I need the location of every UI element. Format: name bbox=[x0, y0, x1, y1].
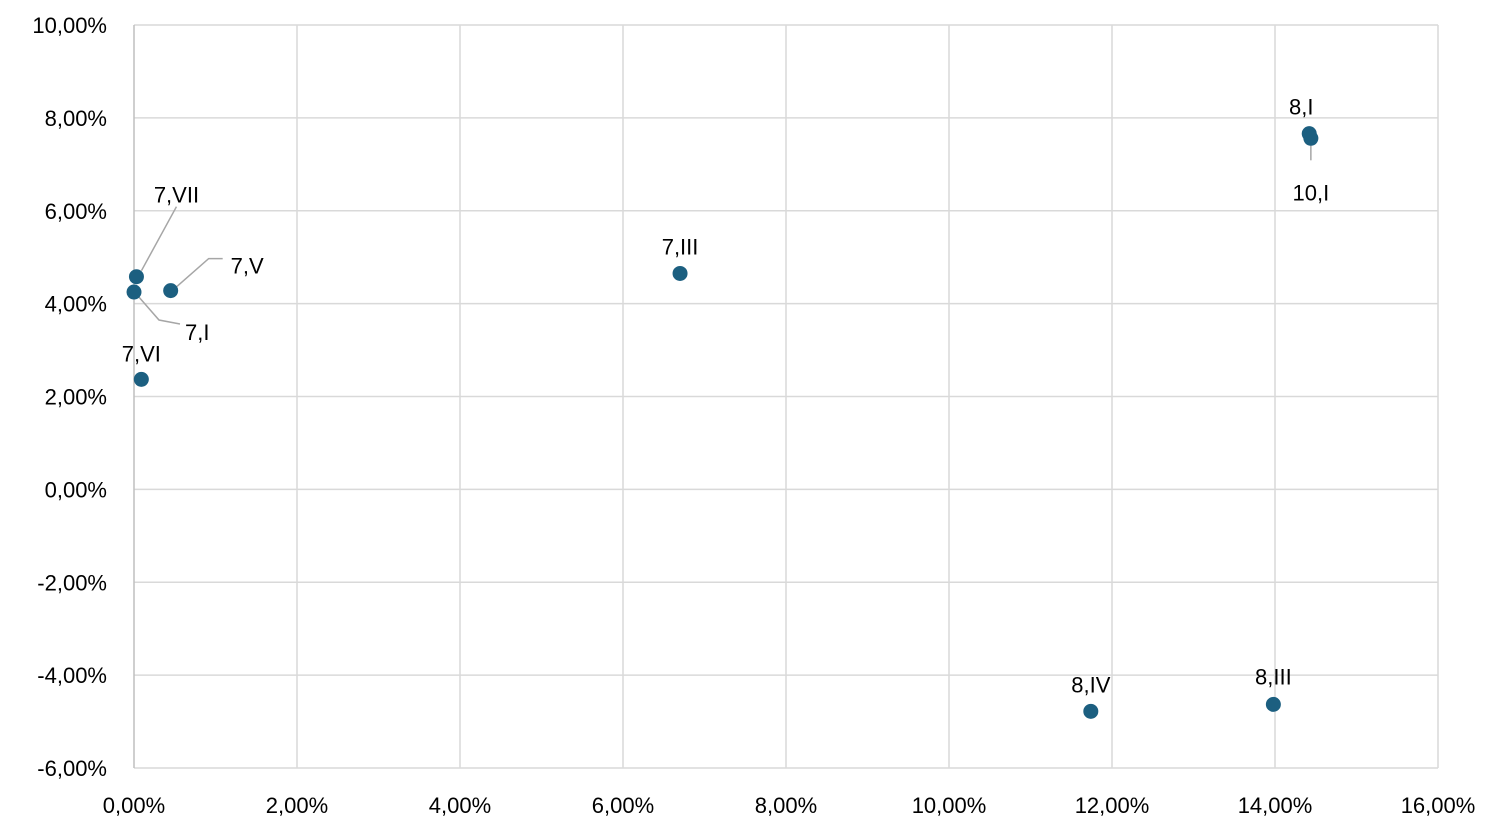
y-tick-label: 2,00% bbox=[45, 385, 107, 410]
leader-line bbox=[175, 257, 223, 289]
point-labels: 8,I 10,I 7,VII 7,V 7,I 7,VI 7,III 8,IV 8,III bbox=[122, 95, 1329, 698]
leader-lines bbox=[137, 143, 1312, 325]
x-tick-label: 12,00% bbox=[1075, 793, 1150, 818]
y-tick-label: 6,00% bbox=[45, 199, 107, 224]
y-tick-label: 10,00% bbox=[32, 13, 107, 38]
data-label: 7,III bbox=[662, 234, 699, 259]
data-point bbox=[126, 284, 142, 300]
x-tick-label: 14,00% bbox=[1238, 793, 1313, 818]
data-label: 7,VII bbox=[154, 183, 199, 208]
x-tick-label: 6,00% bbox=[592, 793, 654, 818]
y-tick-label: -6,00% bbox=[37, 756, 107, 781]
data-label: 8,I bbox=[1289, 95, 1313, 120]
x-tick-label: 10,00% bbox=[912, 793, 987, 818]
data-point bbox=[163, 283, 179, 299]
x-tick-label: 2,00% bbox=[266, 793, 328, 818]
data-label: 8,III bbox=[1255, 664, 1292, 689]
y-tick-label: 4,00% bbox=[45, 292, 107, 317]
data-label: 8,IV bbox=[1071, 672, 1110, 697]
y-tick-label: 0,00% bbox=[45, 477, 107, 502]
x-tick-label: 4,00% bbox=[429, 793, 491, 818]
data-label: 7,V bbox=[231, 254, 264, 279]
tick-labels: 0,00% 2,00% 4,00% 6,00% 8,00% 10,00% 12,00% 14,… bbox=[32, 13, 1475, 818]
data-label: 7,VI bbox=[122, 341, 161, 366]
data-label: 10,I bbox=[1293, 180, 1330, 205]
x-tick-label: 8,00% bbox=[755, 793, 817, 818]
x-tick-label: 16,00% bbox=[1401, 793, 1476, 818]
data-point bbox=[128, 269, 144, 285]
data-point bbox=[1265, 696, 1281, 712]
x-tick-label: 0,00% bbox=[103, 793, 165, 818]
leader-line bbox=[137, 295, 181, 325]
y-tick-label: -2,00% bbox=[37, 570, 107, 595]
data-points bbox=[126, 126, 1319, 719]
data-point bbox=[672, 265, 688, 281]
y-tick-label: -4,00% bbox=[37, 663, 107, 688]
data-point bbox=[1083, 703, 1099, 719]
data-label: 7,I bbox=[185, 320, 209, 345]
y-tick-label: 8,00% bbox=[45, 106, 107, 131]
data-point bbox=[1303, 130, 1319, 146]
data-point bbox=[133, 371, 149, 387]
grid bbox=[134, 24, 1439, 769]
leader-line bbox=[140, 206, 178, 272]
